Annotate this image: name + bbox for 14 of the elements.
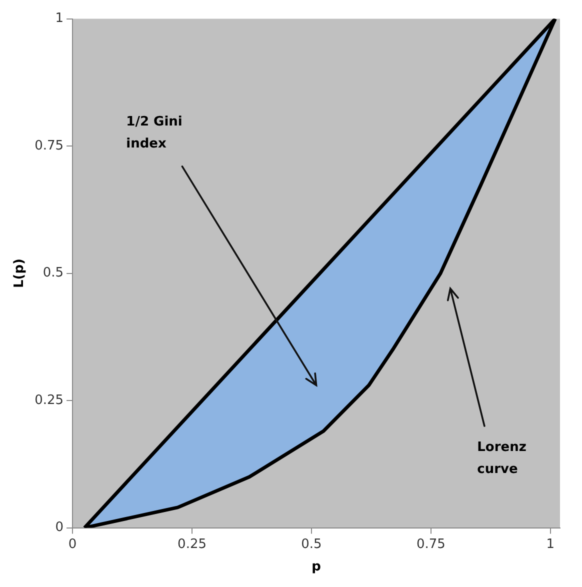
y-tick-label: 0.25 (34, 392, 64, 408)
x-tick-label: 0.5 (301, 536, 322, 552)
y-tick-label: 0 (55, 520, 64, 536)
x-tick-label: 1 (546, 536, 555, 552)
y-tick-label: 0.5 (42, 266, 64, 281)
y-tick-label: 0.75 (34, 138, 64, 154)
x-tick-label: 0.75 (416, 536, 446, 552)
annotation: 1/2 Gini index (126, 114, 182, 152)
x-tick-label: 0.25 (178, 536, 206, 552)
x-axis-title: p (312, 560, 321, 575)
x-tick-label: 0 (68, 536, 77, 552)
y-tick-label: 1 (55, 11, 64, 26)
annotation: Lorenz curve (477, 440, 526, 478)
y-axis-title: L(p) (12, 258, 28, 288)
